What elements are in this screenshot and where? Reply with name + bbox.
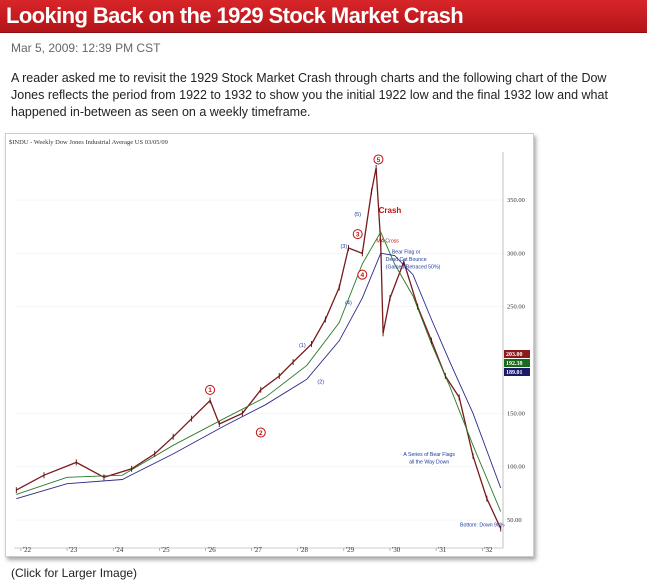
series-moving-average-slow <box>16 252 502 500</box>
y-tick-label: 100.00 <box>507 464 525 471</box>
circled-wave-marker <box>357 269 368 280</box>
circled-wave-label: 4 <box>360 272 364 279</box>
chart-annotation: Bear Flag or <box>392 249 421 255</box>
price-tag-box <box>504 350 530 358</box>
circled-wave-marker <box>373 154 384 165</box>
chart-annotation: MA Cross <box>376 239 399 245</box>
circled-wave-marker <box>205 384 216 395</box>
chart-image-link[interactable]: $INDU - Weekly Dow Jones Industrial Aver… <box>5 133 534 557</box>
price-tag-box <box>504 359 530 367</box>
y-tick-label: 300.00 <box>507 250 525 257</box>
circled-wave-label: 1 <box>208 387 212 394</box>
y-tick-label: 350.00 <box>507 197 525 204</box>
chart-title: $INDU - Weekly Dow Jones Industrial Aver… <box>9 139 168 146</box>
chart-annotation: Crash <box>379 206 402 215</box>
chart-annotation: all the Way Down <box>409 459 449 465</box>
post-intro: A reader asked me to revisit the 1929 St… <box>11 71 608 119</box>
y-tick-label: 50.00 <box>507 517 522 524</box>
x-tick-label: '26 <box>207 546 216 554</box>
y-tick-label: 250.00 <box>507 304 525 311</box>
x-tick-label: '30 <box>392 546 401 554</box>
price-tag-label: 203.00 <box>506 352 523 358</box>
price-tag-box <box>504 368 530 376</box>
dow-jones-chart: $INDU - Weekly Dow Jones Industrial Aver… <box>6 134 533 556</box>
x-tick-label: '24 <box>115 546 124 554</box>
x-tick-label: '27 <box>254 546 263 554</box>
y-tick-label: 150.00 <box>507 410 525 417</box>
x-tick-label: '22 <box>23 546 32 554</box>
click-for-larger-image-link[interactable]: (Click for Larger Image) <box>11 566 138 580</box>
post-date: Mar 5, 2009: 12:39 PM CST <box>11 41 161 55</box>
series-price <box>15 167 502 529</box>
price-tag-label: 189.01 <box>506 370 523 376</box>
wave-label: (4) <box>345 301 352 307</box>
chart-annotation: (Gained/Retraced 50%) <box>386 264 441 270</box>
chart-annotation: Dead Cat Bounce <box>386 257 427 263</box>
x-tick-label: '29 <box>346 546 355 554</box>
x-tick-label: '25 <box>161 546 170 554</box>
circled-wave-marker <box>352 229 363 240</box>
wave-label: (1) <box>299 343 306 349</box>
wave-label: (5) <box>354 212 361 218</box>
chart-annotation: Bottom: Down 90% <box>460 522 505 528</box>
wave-label: (3) <box>340 244 347 250</box>
circled-wave-label: 3 <box>356 231 360 238</box>
circled-wave-marker <box>255 427 266 438</box>
price-tag-label: 192.38 <box>506 361 523 367</box>
wave-label: (2) <box>317 379 324 385</box>
chart-annotation: A Series of Bear Flags <box>403 452 455 458</box>
circled-wave-label: 2 <box>259 430 263 437</box>
series-moving-average-fast <box>16 230 502 512</box>
x-tick-label: '28 <box>300 546 309 554</box>
x-tick-label: '32 <box>484 546 493 554</box>
circled-wave-label: 5 <box>377 157 381 164</box>
x-tick-label: '23 <box>69 546 78 554</box>
post-title: Looking Back on the 1929 Stock Market Cr… <box>6 3 464 28</box>
x-tick-label: '31 <box>438 546 447 554</box>
post-header: Looking Back on the 1929 Stock Market Cr… <box>0 0 647 33</box>
